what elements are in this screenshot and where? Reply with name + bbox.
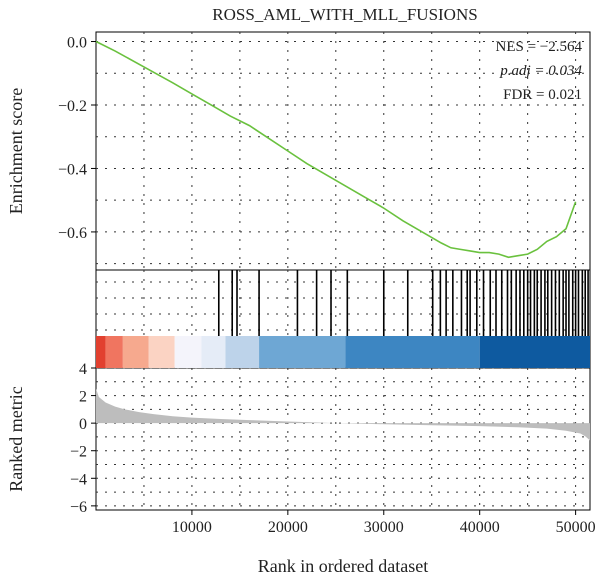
x-tick-label: 10000 bbox=[172, 519, 212, 536]
ranked-metric-area bbox=[96, 388, 590, 441]
es-y-tick-label: 0.0 bbox=[67, 35, 87, 52]
running-enrichment-line bbox=[95, 40, 577, 259]
enrichment-ylabel: Enrichment score bbox=[6, 88, 26, 214]
color-band bbox=[148, 336, 175, 368]
color-band bbox=[225, 336, 260, 368]
x-tick-label: 40000 bbox=[460, 519, 500, 536]
color-band bbox=[122, 336, 149, 368]
color-band bbox=[174, 336, 202, 368]
color-band bbox=[201, 336, 226, 368]
ranked-panel-frame bbox=[95, 367, 591, 511]
x-axis-label: Rank in ordered dataset bbox=[258, 556, 428, 576]
es-y-tick-label: −0.2 bbox=[58, 98, 87, 115]
ranked-ylabel: Ranked metric bbox=[6, 386, 26, 491]
ranked-metric-area-path bbox=[96, 388, 590, 441]
ranked-y-tick-label: −6 bbox=[70, 499, 87, 516]
ranked-y-tick-label: 4 bbox=[79, 361, 87, 378]
fdr-label: FDR = 0.021 bbox=[503, 87, 582, 103]
ranked-y-tick-label: −2 bbox=[70, 444, 87, 461]
color-band bbox=[479, 336, 590, 368]
color-band bbox=[105, 336, 123, 368]
rank-color-bar bbox=[96, 336, 590, 368]
nes-label: NES = −2.564 bbox=[495, 39, 582, 55]
ranked-y-tick-label: 2 bbox=[79, 389, 87, 406]
axis-ticks: 0.0 −0.2 −0.4 −0.6 4 2 0 −2 −4 −6 10000 20000 30000 4… bbox=[58, 35, 596, 536]
es-y-tick-label: −0.6 bbox=[58, 225, 87, 242]
padj-label: p.adj = 0.034 bbox=[499, 63, 582, 79]
x-tick-label: 20000 bbox=[268, 519, 308, 536]
color-band bbox=[345, 336, 480, 368]
es-y-tick-label: −0.4 bbox=[58, 161, 87, 178]
ranked-y-tick-label: −4 bbox=[70, 471, 87, 488]
x-tick-label: 50000 bbox=[556, 519, 596, 536]
ranked-y-tick-label: 0 bbox=[79, 416, 87, 433]
color-band bbox=[259, 336, 346, 368]
color-band bbox=[96, 336, 106, 368]
x-tick-label: 30000 bbox=[364, 519, 404, 536]
chart-title: ROSS_AML_WITH_MLL_FUSIONS bbox=[212, 5, 477, 24]
enrichment-score-line bbox=[95, 40, 577, 259]
gene-hit-marks bbox=[217, 270, 589, 336]
